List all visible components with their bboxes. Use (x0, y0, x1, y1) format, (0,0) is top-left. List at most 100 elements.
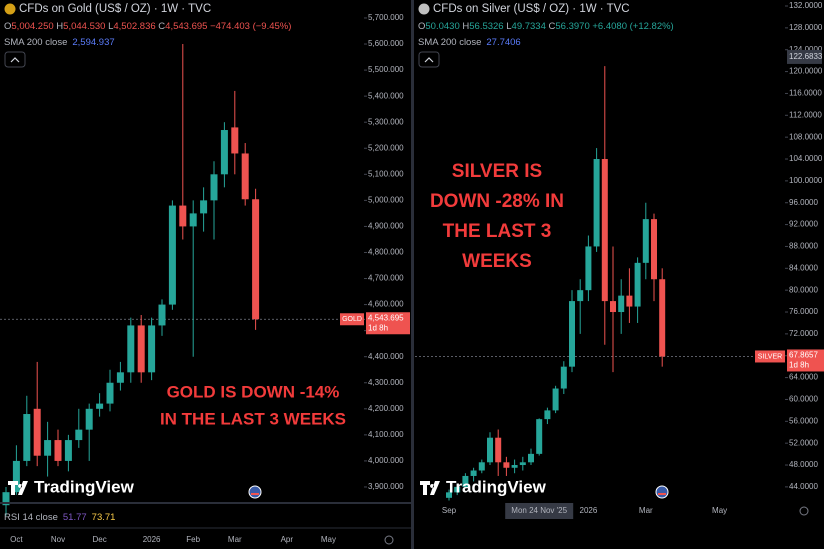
y-tick-label: 5,700.000 (368, 13, 404, 22)
collapse-button (4, 51, 26, 68)
y-tick-label: 5,200.000 (368, 143, 404, 152)
y-tick-label: 128.0000 (789, 23, 823, 32)
y-tick-label: 4,200.000 (368, 404, 404, 413)
candle-body (446, 492, 452, 498)
y-tick-label: 104.0000 (789, 154, 823, 163)
candle-body (659, 279, 666, 357)
candle-body (158, 304, 166, 326)
indicator-value: 51.77 (63, 512, 87, 523)
ohlc-key: O (418, 21, 425, 32)
y-tick-label: 108.0000 (789, 132, 823, 141)
flag-icon (248, 485, 262, 499)
x-tick-label: Oct (10, 535, 23, 544)
candle-body (96, 403, 104, 409)
candle-body (528, 453, 534, 463)
ohlc-key: H (56, 21, 63, 32)
y-tick-label: 88.0000 (789, 242, 818, 251)
candle-body (544, 410, 551, 420)
x-tick-label: Mar (228, 535, 242, 544)
ohlc-legend: O50.0430 H56.5326 L49.7334 C56.3970 +6.4… (418, 21, 674, 32)
price-tag-box (755, 350, 785, 363)
x-tick-label: May (712, 506, 727, 515)
watermark: TradingView (446, 477, 547, 496)
candle-body (23, 414, 31, 461)
y-tick-label: 84.0000 (789, 263, 818, 272)
last-price-label: 67.8657 (789, 351, 818, 360)
candle-body (569, 301, 575, 367)
y-tick-label: 56.0000 (789, 416, 818, 425)
y-tick-label: 52.0000 (789, 438, 818, 447)
ohlc-value: 50.0430 (425, 21, 459, 32)
sma-value: 27.7406 (486, 37, 520, 48)
candle-body (642, 219, 649, 263)
candle-body (487, 437, 493, 463)
sma-value: 2,594.937 (72, 37, 114, 48)
candle-body (116, 372, 124, 383)
ohlc-change: +6.4080 (+12.82%) (592, 21, 673, 32)
x-tick-label: Mar (639, 506, 653, 515)
flag-stripes (251, 493, 259, 495)
y-tick-label: 48.0000 (789, 460, 818, 469)
candle-body (552, 388, 559, 411)
candle-body (585, 246, 592, 291)
flag-stripes (658, 493, 666, 495)
candle-body (168, 205, 176, 305)
settings-icon (799, 506, 809, 516)
candle-body (511, 465, 518, 468)
candle-body (189, 213, 197, 227)
y-tick-label: 96.0000 (789, 198, 818, 207)
settings-icon (384, 535, 394, 545)
candle-body (127, 325, 135, 373)
candle-body (179, 205, 187, 227)
watermark: TradingView (34, 477, 135, 496)
y-tick-label: 5,600.000 (368, 39, 404, 48)
y-tick-label: 5,400.000 (368, 91, 404, 100)
x-tick-label: 2026 (580, 506, 598, 515)
candle-body (593, 159, 600, 247)
last-price-label: 4,543.695 (368, 313, 404, 322)
annotation: THE LAST 3 (443, 221, 552, 242)
y-tick-label: 5,100.000 (368, 169, 404, 178)
x-tick-label: Dec (92, 535, 106, 544)
y-tick-label: 132.0000 (789, 1, 823, 10)
annotation: IN THE LAST 3 WEEKS (160, 409, 346, 428)
y-tick-label: 124.0000 (789, 45, 823, 54)
y-tick-label: 76.0000 (789, 307, 818, 316)
ohlc-value: 4,502.836 (113, 21, 155, 32)
last-price-box (366, 312, 410, 335)
ohlc-legend: O5,004.250 H5,044.530 L4,502.836 C4,543.… (4, 21, 291, 32)
candle-body (85, 408, 93, 430)
sma-label: SMA 200 close (418, 37, 481, 48)
indicator-label: RSI 14 close (4, 512, 58, 523)
y-tick-label: 5,000.000 (368, 195, 404, 204)
y-tick-label: 5,500.000 (368, 65, 404, 74)
collapse-button (418, 51, 440, 68)
candle-body (462, 475, 469, 487)
ohlc-value: 49.7334 (512, 21, 546, 32)
indicator-value: 73.71 (92, 512, 116, 523)
y-tick-label: 44.0000 (789, 482, 818, 491)
annotation: SILVER IS (452, 161, 542, 182)
candle-body (33, 408, 41, 456)
y-tick-label: 4,000.000 (368, 456, 404, 465)
y-tick-label: 4,100.000 (368, 430, 404, 439)
sma-legend: SMA 200 close 27.7406 (418, 37, 521, 48)
price-marker-label: 122.6833 (789, 52, 823, 61)
ohlc-key: C (549, 21, 556, 32)
candle-body (577, 290, 584, 302)
candle-body (2, 492, 10, 506)
ohlc-value: 56.5326 (469, 21, 503, 32)
indicator-legend: RSI 14 close 51.77 73.71 (4, 512, 115, 523)
x-tick-label: Mon 24 Nov '25 (511, 506, 567, 515)
y-tick-label: 4,600.000 (368, 300, 404, 309)
candle-body (241, 153, 249, 200)
candle-body (478, 462, 485, 471)
countdown: 1d 8h (789, 361, 809, 370)
tv-logo (420, 481, 440, 495)
candle-body (519, 462, 526, 466)
candle-body (454, 486, 461, 493)
chart-title: CFDs on Silver (US$ / OZ) · 1W · TVC (433, 3, 630, 15)
x-tick-label: 2026 (143, 535, 161, 544)
annotation: WEEKS (462, 251, 532, 272)
